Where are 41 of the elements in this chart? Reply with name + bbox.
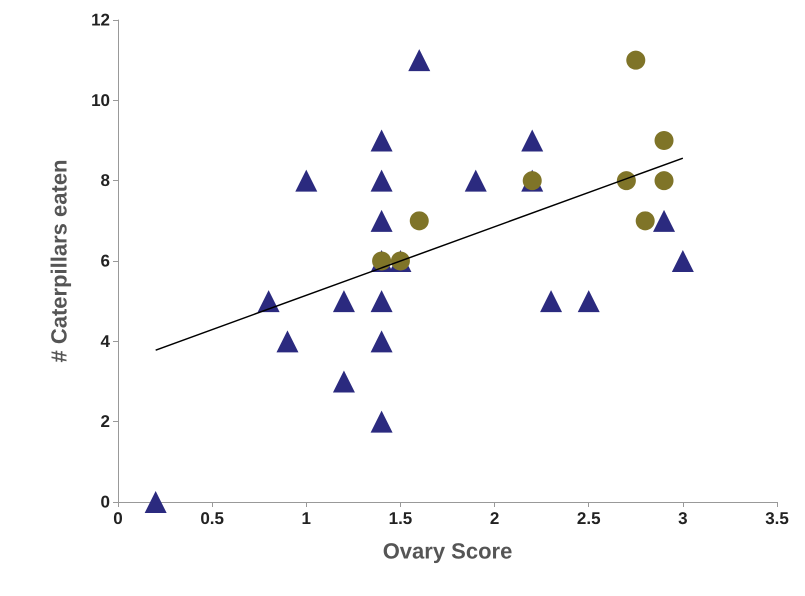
point bbox=[370, 170, 393, 192]
y-tick-label: 4 bbox=[100, 332, 111, 351]
y-tick-label: 8 bbox=[100, 171, 110, 190]
x-tick-label: 0 bbox=[113, 509, 123, 528]
y-tick-label: 2 bbox=[100, 412, 110, 432]
y-tick-label: 0 bbox=[100, 492, 110, 512]
point bbox=[521, 130, 544, 152]
point bbox=[616, 171, 636, 190]
point bbox=[654, 131, 674, 150]
point bbox=[144, 491, 167, 513]
x-axis-title: Ovary Score bbox=[382, 538, 512, 564]
x-tick-label: 3.5 bbox=[765, 509, 789, 528]
point bbox=[370, 210, 393, 232]
point bbox=[410, 211, 429, 230]
point bbox=[332, 370, 355, 392]
x-tick-label: 2.5 bbox=[576, 509, 601, 528]
point bbox=[654, 171, 674, 190]
point bbox=[370, 330, 393, 352]
point bbox=[370, 410, 393, 433]
x-tick-label: 2 bbox=[490, 509, 500, 528]
point bbox=[653, 210, 676, 232]
point bbox=[672, 250, 694, 272]
y-tick-label: 12 bbox=[91, 10, 110, 30]
point bbox=[370, 290, 393, 312]
point bbox=[332, 290, 355, 312]
y-axis-title: # Caterpillars eaten bbox=[46, 160, 72, 362]
x-tick-label: 0.5 bbox=[200, 509, 224, 528]
point bbox=[370, 130, 393, 152]
point bbox=[295, 170, 318, 192]
x-tick-label: 1 bbox=[302, 509, 312, 528]
x-tick-label: 1.5 bbox=[388, 509, 412, 528]
point bbox=[464, 170, 487, 192]
y-tick-label: 6 bbox=[100, 252, 110, 270]
point bbox=[276, 330, 298, 352]
x-tick-label: 3 bbox=[678, 509, 688, 528]
point bbox=[626, 50, 646, 70]
y-tick-label: 10 bbox=[91, 90, 110, 110]
point bbox=[578, 290, 600, 312]
point bbox=[408, 49, 430, 72]
point bbox=[636, 211, 655, 230]
point bbox=[540, 290, 562, 312]
